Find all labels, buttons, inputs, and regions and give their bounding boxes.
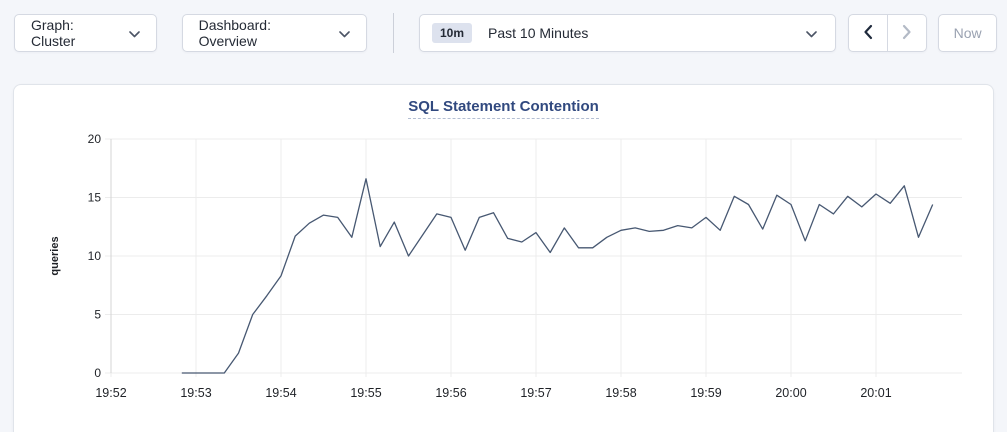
- y-tick-label: 0: [94, 366, 101, 380]
- chart-title[interactable]: SQL Statement Contention: [408, 98, 599, 119]
- y-tick-label: 5: [94, 308, 101, 322]
- x-tick-label: 19:58: [605, 386, 636, 400]
- graph-dropdown[interactable]: Graph: Cluster: [14, 14, 157, 52]
- y-tick-label: 10: [88, 249, 102, 263]
- toolbar: Graph: Cluster Dashboard: Overview 10m P…: [14, 13, 997, 53]
- chevron-right-icon: [902, 24, 912, 43]
- chevron-down-icon: [805, 25, 817, 41]
- chevron-down-icon: [128, 25, 140, 41]
- time-range-dropdown[interactable]: 10m Past 10 Minutes: [419, 14, 836, 52]
- x-tick-label: 20:00: [775, 386, 806, 400]
- x-tick-label: 20:01: [860, 386, 891, 400]
- chevron-left-icon: [863, 24, 873, 43]
- x-tick-label: 19:55: [350, 386, 381, 400]
- toolbar-divider: [393, 13, 394, 53]
- x-tick-label: 19:53: [180, 386, 211, 400]
- chevron-down-icon: [339, 25, 350, 41]
- x-tick-label: 19:59: [690, 386, 721, 400]
- time-pager-group: [847, 14, 928, 52]
- y-tick-label: 15: [88, 191, 102, 205]
- x-tick-label: 19:57: [520, 386, 551, 400]
- chart-area: 0 5 10 15 20 19:52 19:53 19:54 19:55 19:56 19:57 19…: [14, 125, 995, 415]
- contention-line-chart[interactable]: 0 5 10 15 20 19:52 19:53 19:54 19:55 19:56 19:57 19…: [14, 125, 995, 415]
- x-tick-label: 19:52: [95, 386, 126, 400]
- dashboard-dropdown-label: Dashboard: Overview: [198, 17, 271, 49]
- time-range-label: Past 10 Minutes: [488, 25, 589, 41]
- dashboard-dropdown[interactable]: Dashboard: Overview: [181, 14, 367, 52]
- x-tick-label: 19:54: [265, 386, 296, 400]
- series-line-queries: [181, 178, 934, 374]
- now-button[interactable]: Now: [938, 14, 997, 52]
- chart-panel: SQL Statement Contention 0 5 10 15 20 19:52 19…: [13, 84, 994, 432]
- x-tick-label: 19:56: [435, 386, 466, 400]
- time-prev-button[interactable]: [849, 15, 888, 51]
- graph-dropdown-label: Graph: Cluster: [31, 17, 76, 49]
- y-tick-label: 20: [88, 132, 102, 146]
- time-range-badge: 10m: [432, 23, 473, 43]
- chart-title-row: SQL Statement Contention: [14, 85, 993, 119]
- time-next-button[interactable]: [887, 15, 926, 51]
- y-axis-label: queries: [49, 236, 61, 275]
